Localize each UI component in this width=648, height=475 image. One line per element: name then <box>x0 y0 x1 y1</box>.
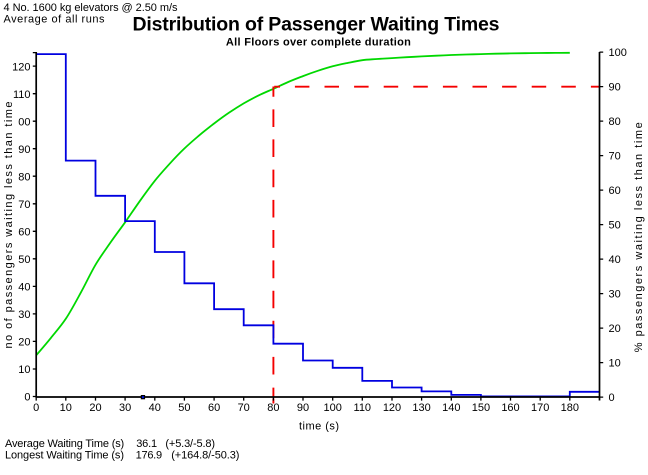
svg-text:130: 130 <box>412 402 430 414</box>
svg-text:90: 90 <box>297 402 309 414</box>
svg-text:120: 120 <box>12 61 30 73</box>
svg-text:0: 0 <box>33 402 39 414</box>
svg-text:40: 40 <box>609 254 621 266</box>
svg-text:60: 60 <box>208 402 220 414</box>
svg-text:90: 90 <box>18 144 30 156</box>
svg-text:80: 80 <box>267 402 279 414</box>
svg-text:100: 100 <box>12 116 30 128</box>
svg-text:30: 30 <box>119 402 131 414</box>
svg-text:50: 50 <box>178 402 190 414</box>
svg-text:time (s): time (s) <box>299 421 339 433</box>
svg-text:60: 60 <box>609 185 621 197</box>
svg-text:70: 70 <box>609 150 621 162</box>
svg-text:40: 40 <box>149 402 161 414</box>
svg-text:80: 80 <box>18 171 30 183</box>
svg-text:80: 80 <box>609 116 621 128</box>
svg-text:50: 50 <box>18 254 30 266</box>
svg-text:Longest Waiting Time (s): Longest Waiting Time (s) <box>5 450 124 462</box>
svg-text:(+164.8/-50.3): (+164.8/-50.3) <box>171 450 239 462</box>
svg-text:(+5.3/-5.8): (+5.3/-5.8) <box>165 438 215 450</box>
svg-text:30: 30 <box>18 309 30 321</box>
svg-text:10: 10 <box>609 357 621 369</box>
svg-text:170: 170 <box>531 402 549 414</box>
svg-text:0: 0 <box>609 392 615 404</box>
svg-text:10: 10 <box>60 402 72 414</box>
svg-text:120: 120 <box>383 402 401 414</box>
svg-text:40: 40 <box>18 282 30 294</box>
svg-text:no of passengers waiting less: no of passengers waiting less than time <box>3 101 15 348</box>
svg-text:70: 70 <box>238 402 250 414</box>
svg-text:4 No. 1600 kg elevators @ 2.50: 4 No. 1600 kg elevators @ 2.50 m/s <box>4 2 179 14</box>
svg-text:100: 100 <box>324 402 342 414</box>
svg-text:20: 20 <box>609 323 621 335</box>
svg-text:0: 0 <box>24 392 30 404</box>
svg-text:150: 150 <box>472 402 490 414</box>
svg-text:30: 30 <box>609 288 621 300</box>
svg-text:60: 60 <box>18 227 30 239</box>
svg-text:180: 180 <box>561 402 579 414</box>
svg-text:20: 20 <box>18 337 30 349</box>
svg-text:50: 50 <box>609 219 621 231</box>
svg-text:110: 110 <box>354 402 372 414</box>
svg-text:176.9: 176.9 <box>136 450 163 462</box>
svg-text:140: 140 <box>442 402 460 414</box>
svg-text:All Floors over complete durat: All Floors over complete duration <box>226 36 411 48</box>
svg-text:Average of all runs: Average of all runs <box>4 13 106 25</box>
svg-text:70: 70 <box>18 199 30 211</box>
svg-text:20: 20 <box>89 402 101 414</box>
svg-text:Average Waiting Time (s): Average Waiting Time (s) <box>5 438 124 450</box>
svg-text:36.1: 36.1 <box>136 438 157 450</box>
svg-text:% passengers waiting less than: % passengers waiting less than time <box>633 122 645 352</box>
svg-text:10: 10 <box>18 364 30 376</box>
svg-text:90: 90 <box>609 81 621 93</box>
svg-text:Distribution of Passenger Wait: Distribution of Passenger Waiting Times <box>133 14 500 36</box>
svg-text:100: 100 <box>609 47 627 59</box>
svg-text:160: 160 <box>501 402 519 414</box>
svg-text:110: 110 <box>13 89 31 101</box>
